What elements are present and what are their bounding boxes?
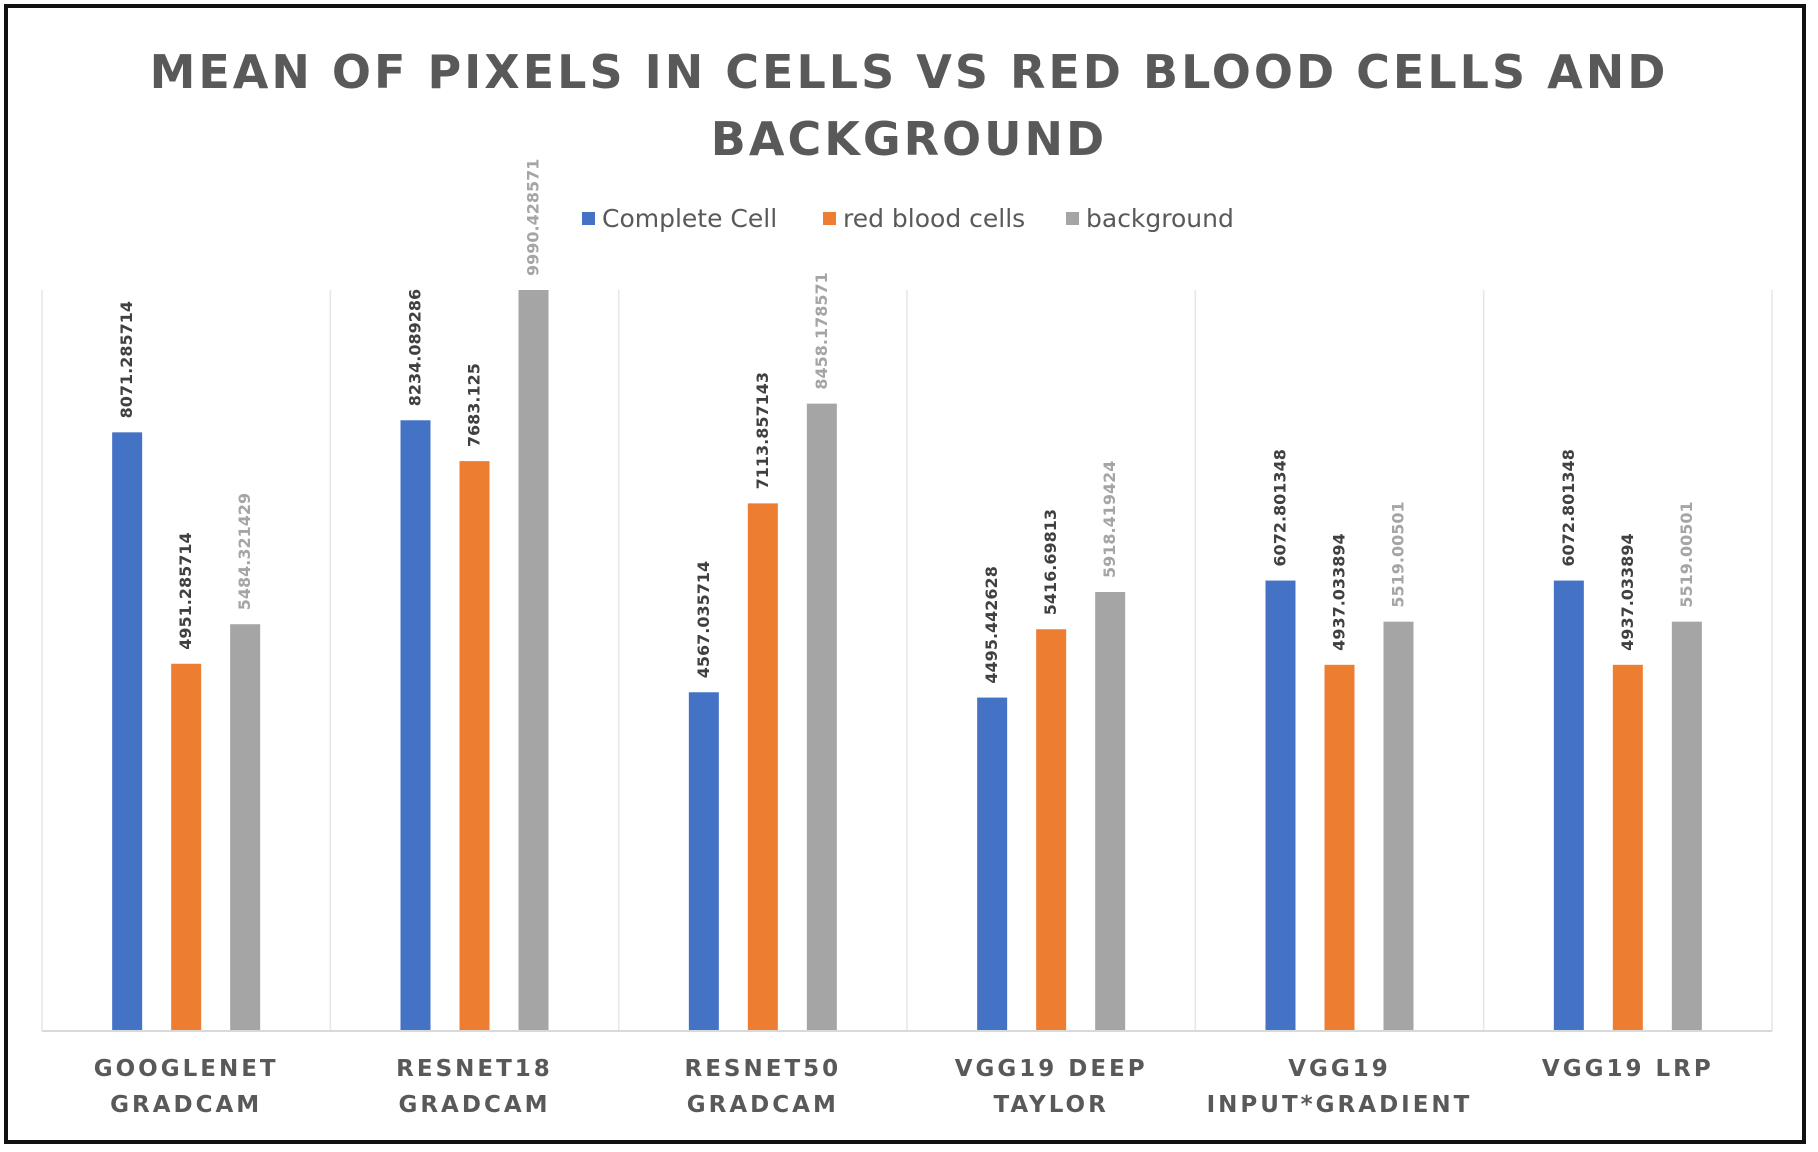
data-label-4-2: 5519.00501 xyxy=(1389,501,1408,607)
data-labels: 8071.285714 4951.285714 5484.321429 8234.08… xyxy=(117,159,1696,684)
x-tick-label-1-0: RESNET18 xyxy=(396,1056,553,1082)
data-label-0-0: 8071.285714 xyxy=(117,301,136,418)
data-label-0-1: 4951.285714 xyxy=(176,532,195,649)
x-tick-label-5-0: VGG19 LRP xyxy=(1542,1056,1714,1082)
x-tick-label-2-0: RESNET50 xyxy=(685,1056,842,1082)
chart-frame xyxy=(4,4,1806,1144)
bar-0-0 xyxy=(112,432,143,1031)
chart-title-line-1: MEAN OF PIXELS IN CELLS VS RED BLOOD CEL… xyxy=(150,45,1669,99)
data-label-3-2: 5918.419424 xyxy=(1100,461,1119,578)
bar-1-1 xyxy=(459,461,490,1031)
x-tick-label-3-1: TAYLOR xyxy=(994,1092,1109,1118)
data-label-3-0: 4495.442628 xyxy=(982,566,1001,683)
data-label-0-2: 5484.321429 xyxy=(235,493,254,610)
bar-0-2 xyxy=(230,624,261,1031)
bars xyxy=(112,290,1702,1032)
bar-2-1 xyxy=(747,503,778,1031)
data-label-4-0: 6072.801348 xyxy=(1271,449,1290,566)
category-gridlines xyxy=(41,290,1773,1031)
bar-5-1 xyxy=(1612,664,1643,1031)
bar-5-2 xyxy=(1671,621,1702,1031)
x-axis: GOOGLENET GRADCAM RESNET18 GRADCAM RESNET50 G… xyxy=(42,1030,1772,1118)
bar-5-0 xyxy=(1553,580,1584,1031)
legend-swatch-1 xyxy=(823,212,836,225)
bar-4-1 xyxy=(1324,664,1355,1031)
data-label-1-2: 9990.428571 xyxy=(524,159,543,276)
bar-4-0 xyxy=(1265,580,1296,1031)
data-label-2-0: 4567.035714 xyxy=(694,561,713,678)
chart-title-line-2: BACKGROUND xyxy=(711,112,1107,166)
bar-1-0 xyxy=(400,420,431,1032)
x-tick-label-2-1: GRADCAM xyxy=(687,1092,839,1118)
data-label-1-0: 8234.089286 xyxy=(406,289,425,406)
legend: Complete Cell red blood cells background xyxy=(582,204,1234,233)
data-label-2-2: 8458.178571 xyxy=(812,272,831,389)
legend-label-2: background xyxy=(1086,204,1234,233)
data-label-2-1: 7113.857143 xyxy=(753,372,772,489)
bar-3-2 xyxy=(1095,592,1126,1031)
x-tick-label-0-1: GRADCAM xyxy=(110,1092,262,1118)
bar-4-2 xyxy=(1383,621,1414,1031)
bar-2-0 xyxy=(688,692,719,1031)
bar-2-2 xyxy=(806,403,837,1031)
bar-3-1 xyxy=(1036,629,1067,1031)
x-tick-label-0-0: GOOGLENET xyxy=(94,1056,279,1082)
legend-label-0: Complete Cell xyxy=(602,204,777,233)
data-label-4-1: 4937.033894 xyxy=(1330,533,1349,650)
bar-0-1 xyxy=(171,663,202,1031)
x-tick-label-4-0: VGG19 xyxy=(1288,1056,1391,1082)
data-label-1-1: 7683.125 xyxy=(465,363,484,447)
x-tick-label-3-0: VGG19 DEEP xyxy=(955,1056,1148,1082)
data-label-5-0: 6072.801348 xyxy=(1559,449,1578,566)
bar-3-0 xyxy=(977,697,1008,1031)
legend-swatch-0 xyxy=(582,212,595,225)
data-label-5-2: 5519.00501 xyxy=(1677,501,1696,607)
data-label-5-1: 4937.033894 xyxy=(1618,533,1637,650)
legend-swatch-2 xyxy=(1066,212,1079,225)
x-tick-label-4-1: INPUT*GRADIENT xyxy=(1207,1092,1473,1118)
x-tick-label-1-1: GRADCAM xyxy=(398,1092,550,1118)
data-label-3-1: 5416.69813 xyxy=(1041,509,1060,615)
legend-label-1: red blood cells xyxy=(843,204,1025,233)
bar-1-2 xyxy=(518,290,549,1031)
